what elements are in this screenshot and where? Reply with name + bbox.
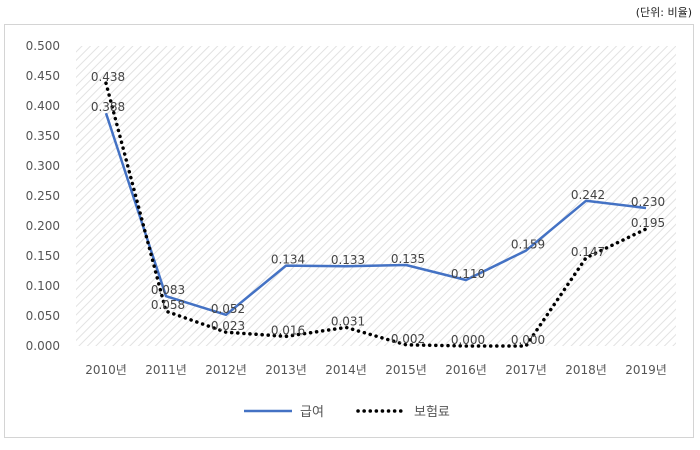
data-label: 0.195 — [631, 216, 665, 230]
data-label: 0.135 — [391, 252, 425, 266]
data-label: 0.438 — [91, 70, 125, 84]
y-tick-label: 0.400 — [26, 99, 60, 113]
data-label: 0.083 — [151, 283, 185, 297]
plot-area — [76, 46, 676, 346]
x-tick-label: 2019년 — [625, 363, 667, 377]
data-label: 0.016 — [271, 323, 305, 337]
data-label: 0.147 — [571, 245, 605, 259]
x-tick-label: 2018년 — [565, 363, 607, 377]
y-tick-label: 0.200 — [26, 219, 60, 233]
unit-note: (단위: 비율) — [635, 6, 692, 19]
data-label: 0.002 — [391, 332, 425, 346]
y-tick-label: 0.000 — [26, 339, 60, 353]
y-tick-label: 0.150 — [26, 249, 60, 263]
legend-label: 급여 — [300, 405, 324, 420]
data-label: 0.159 — [511, 238, 545, 252]
data-label: 0.388 — [91, 100, 125, 114]
x-tick-label: 2017년 — [505, 363, 547, 377]
data-label: 0.134 — [271, 253, 305, 267]
y-tick-label: 0.100 — [26, 279, 60, 293]
data-label: 0.133 — [331, 253, 365, 267]
data-label: 0.242 — [571, 188, 605, 202]
x-tick-label: 2010년 — [85, 363, 127, 377]
y-tick-label: 0.050 — [26, 309, 60, 323]
x-tick-label: 2015년 — [385, 363, 427, 377]
y-tick-label: 0.450 — [26, 69, 60, 83]
y-tick-label: 0.350 — [26, 129, 60, 143]
data-label: 0.052 — [211, 302, 245, 316]
data-label: 0.058 — [151, 298, 185, 312]
series-line-0 — [104, 112, 647, 317]
x-tick-label: 2013년 — [265, 363, 307, 377]
data-label: 0.000 — [451, 333, 485, 347]
x-tick-label: 2011년 — [145, 363, 187, 377]
y-tick-label: 0.300 — [26, 159, 60, 173]
data-label: 0.023 — [211, 319, 245, 333]
data-label: 0.000 — [511, 333, 545, 347]
data-label: 0.031 — [331, 314, 365, 328]
data-label: 0.110 — [451, 267, 485, 281]
series-line-1 — [104, 81, 648, 348]
y-tick-label: 0.250 — [26, 189, 60, 203]
chart-frame — [4, 24, 694, 438]
y-tick-label: 0.500 — [26, 39, 60, 53]
x-tick-label: 2012년 — [205, 363, 247, 377]
x-tick-label: 2014년 — [325, 363, 367, 377]
legend-label: 보험료 — [414, 405, 450, 420]
x-tick-label: 2016년 — [445, 363, 487, 377]
data-label: 0.230 — [631, 195, 665, 209]
